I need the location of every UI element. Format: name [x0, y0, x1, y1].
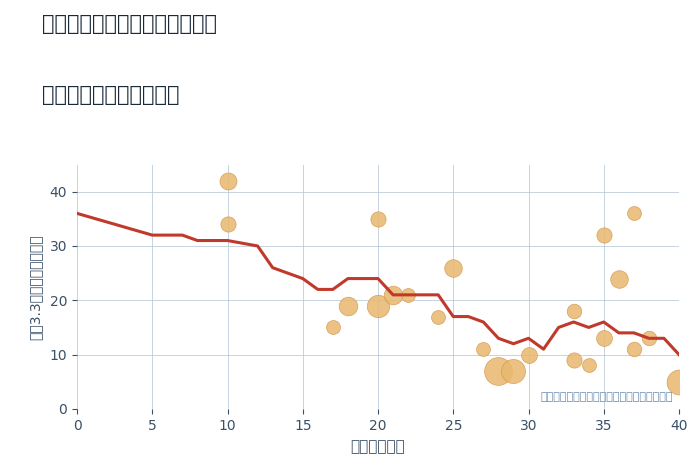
- Point: [433, 313, 444, 321]
- Point: [568, 356, 580, 364]
- Point: [342, 302, 354, 309]
- Point: [388, 291, 399, 298]
- Point: [643, 335, 655, 342]
- Point: [448, 264, 459, 272]
- Text: 円の大きさは、取引のあった物件面積を示す: 円の大きさは、取引のあった物件面積を示す: [540, 392, 673, 401]
- Point: [598, 231, 609, 239]
- Point: [568, 307, 580, 315]
- Point: [493, 367, 504, 375]
- Point: [477, 345, 489, 353]
- Point: [508, 367, 519, 375]
- Point: [629, 345, 640, 353]
- Point: [673, 378, 685, 385]
- Point: [583, 362, 594, 369]
- Point: [222, 177, 233, 185]
- Text: 築年数別中古戸建て価格: 築年数別中古戸建て価格: [42, 85, 179, 105]
- Text: 岐阜県不破郡関ヶ原町関ヶ原の: 岐阜県不破郡関ヶ原町関ヶ原の: [42, 14, 217, 34]
- Point: [328, 324, 339, 331]
- Point: [629, 210, 640, 217]
- Point: [402, 291, 414, 298]
- X-axis label: 築年数（年）: 築年数（年）: [351, 439, 405, 454]
- Point: [222, 220, 233, 228]
- Y-axis label: 坪（3.3㎡）単価（万円）: 坪（3.3㎡）単価（万円）: [29, 234, 43, 339]
- Point: [372, 215, 384, 223]
- Point: [372, 302, 384, 309]
- Point: [598, 335, 609, 342]
- Point: [613, 275, 624, 282]
- Point: [523, 351, 534, 358]
